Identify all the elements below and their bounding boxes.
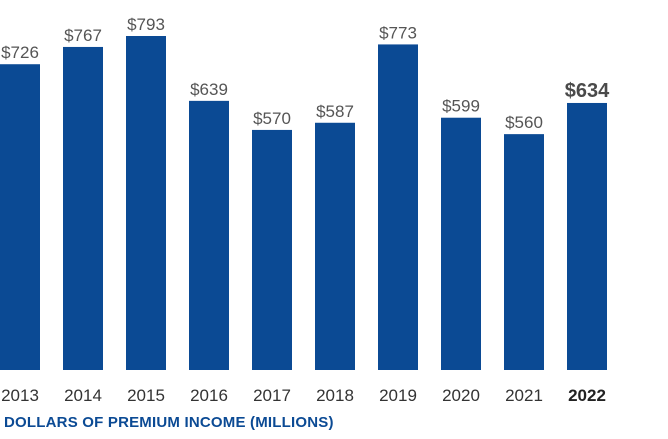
x-tick-2018: 2018 [316, 386, 354, 405]
value-label-2018: $587 [316, 102, 354, 121]
x-axis-ticks-group: 2013 2014 2015 2016 2017 2018 2019 2020 2021 2022 [1, 386, 606, 405]
bar-2022 [567, 102, 607, 370]
bar-2018 [315, 122, 355, 370]
x-tick-2014: 2014 [64, 386, 102, 405]
value-label-2013: $726 [1, 43, 39, 62]
bar-2017 [252, 129, 292, 370]
value-label-2019: $773 [379, 23, 417, 42]
bar-2019 [378, 44, 418, 370]
bar-2013 [0, 64, 40, 370]
value-label-2015: $793 [127, 15, 165, 34]
bars-group [0, 36, 607, 371]
value-label-2022: $634 [565, 80, 610, 102]
bar-2014 [63, 46, 103, 371]
bar-2016 [189, 100, 229, 370]
x-axis-label: DOLLARS OF PREMIUM INCOME (MILLIONS) [4, 414, 334, 431]
x-tick-2015: 2015 [127, 386, 165, 405]
x-tick-2022: 2022 [568, 386, 606, 405]
value-label-2014: $767 [64, 26, 102, 45]
bar-2015 [126, 36, 166, 370]
x-tick-2020: 2020 [442, 386, 480, 405]
x-tick-2017: 2017 [253, 386, 291, 405]
value-label-2016: $639 [190, 80, 228, 99]
bar-2020 [441, 117, 481, 370]
value-labels-group: $726 $767 $793 $639 $570 $587 $773 $599 $560 $634 [1, 15, 610, 132]
bar-2021 [504, 134, 544, 370]
value-label-2017: $570 [253, 109, 291, 128]
value-label-2020: $599 [442, 97, 480, 116]
x-tick-2016: 2016 [190, 386, 228, 405]
value-label-2021: $560 [505, 113, 543, 132]
x-tick-2013: 2013 [1, 386, 39, 405]
x-tick-2019: 2019 [379, 386, 417, 405]
x-tick-2021: 2021 [505, 386, 543, 405]
